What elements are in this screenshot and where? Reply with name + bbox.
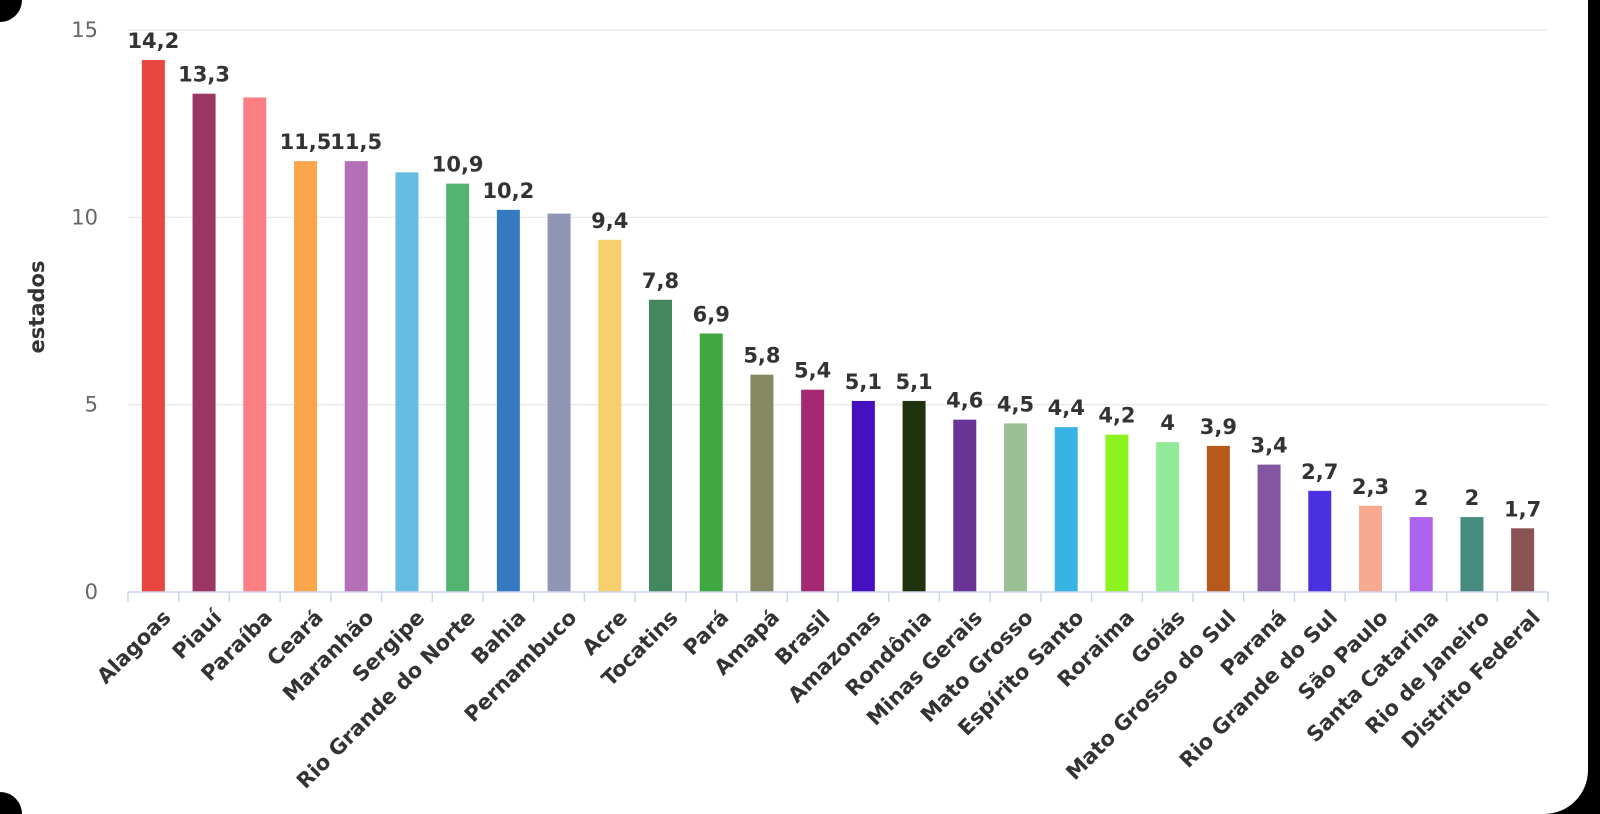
bar xyxy=(1156,442,1180,592)
value-label: 2,7 xyxy=(1301,460,1338,484)
y-tick-label: 5 xyxy=(85,393,98,417)
bar xyxy=(141,59,165,593)
value-label: 2 xyxy=(1465,486,1480,510)
bar xyxy=(1257,464,1281,592)
grid-lines xyxy=(128,29,1548,406)
bar xyxy=(496,209,520,592)
bar xyxy=(1308,490,1332,592)
x-axis-label: Alagoas xyxy=(92,605,175,688)
bar xyxy=(294,161,317,592)
bar xyxy=(902,400,926,592)
bar xyxy=(1105,434,1129,592)
bar xyxy=(344,161,368,592)
value-label: 6,9 xyxy=(693,302,730,326)
value-label: 13,3 xyxy=(178,63,230,87)
value-label: 5,4 xyxy=(794,359,831,383)
bar xyxy=(598,239,622,592)
value-label: 9,4 xyxy=(591,209,628,233)
value-label: 14,2 xyxy=(127,29,179,53)
bars xyxy=(141,59,1535,593)
bar xyxy=(446,183,470,592)
bar xyxy=(547,213,571,592)
bar xyxy=(395,172,419,592)
value-label: 5,1 xyxy=(895,370,932,394)
value-label: 4,2 xyxy=(1098,404,1135,428)
value-label: 4 xyxy=(1160,411,1175,435)
y-tick-label: 10 xyxy=(71,205,98,229)
value-label: 4,5 xyxy=(997,392,1034,416)
value-label: 7,8 xyxy=(642,269,679,293)
value-labels: 14,2 13,3 11,511,5 10,910,2 9,4 7,8 6,9 5,8 5,4 5… xyxy=(127,29,1541,521)
value-label: 11,5 xyxy=(330,130,382,154)
bar xyxy=(1359,505,1382,592)
y-axis-label: estados xyxy=(25,261,49,354)
bar xyxy=(192,93,216,593)
bar xyxy=(1004,423,1027,592)
bar xyxy=(1206,445,1230,592)
value-label: 2 xyxy=(1414,486,1429,510)
value-label: 3,4 xyxy=(1250,434,1287,458)
value-label: 2,3 xyxy=(1352,475,1389,499)
value-label: 11,5 xyxy=(280,130,332,154)
value-label: 4,6 xyxy=(946,389,983,413)
x-axis-labels: AlagoasPiauíParaíbaCearáMaranhãoSergipeR… xyxy=(92,604,1545,793)
x-axis-ticks xyxy=(127,592,1549,602)
bar xyxy=(801,389,825,592)
bar xyxy=(1054,427,1078,592)
value-label: 4,4 xyxy=(1048,396,1085,420)
bar xyxy=(1511,528,1535,592)
y-tick-label: 15 xyxy=(71,18,98,42)
bar xyxy=(1409,517,1433,592)
value-label: 5,1 xyxy=(845,370,882,394)
bar xyxy=(243,97,267,592)
bar xyxy=(649,299,672,592)
y-axis-ticks: 0 5 10 15 xyxy=(71,18,98,604)
value-label: 5,8 xyxy=(743,344,780,368)
value-label: 10,9 xyxy=(432,153,484,177)
y-tick-label: 0 xyxy=(85,580,98,604)
bar xyxy=(953,419,977,592)
bar xyxy=(1460,517,1484,592)
bar xyxy=(699,333,723,592)
value-label: 10,2 xyxy=(482,179,534,203)
value-label: 1,7 xyxy=(1504,497,1541,521)
bar xyxy=(851,400,875,592)
value-label: 3,9 xyxy=(1200,415,1237,439)
bar xyxy=(750,374,774,592)
